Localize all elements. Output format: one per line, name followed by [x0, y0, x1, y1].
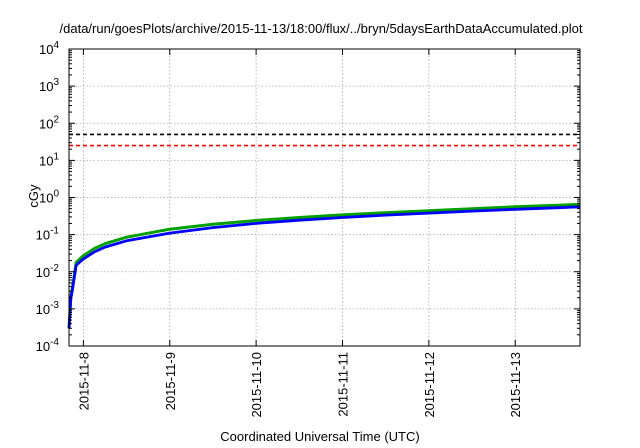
x-tick-label: 2015-11-13 — [508, 352, 523, 418]
x-tick-label: 2015-11-12 — [422, 352, 437, 418]
y-tick-label: 10-2 — [36, 263, 60, 280]
y-tick-label: 10-3 — [36, 300, 60, 317]
x-tick-label: 2015-11-11 — [335, 352, 350, 417]
x-axis-label: Coordinated Universal Time (UTC) — [220, 429, 419, 444]
y-axis-label: cGy — [26, 184, 41, 208]
x-axis: 2015-11-8 2015-11-9 2015-11-10 2015-11-11 20… — [76, 49, 523, 418]
y-tick-label: 104 — [39, 40, 59, 57]
y-tick-label: 101 — [39, 151, 59, 168]
y-axis: 10-4 10-3 10-2 10-1 100 101 102 103 104 — [36, 40, 580, 354]
series-line-1 — [67, 202, 581, 329]
y-tick-label: 103 — [39, 77, 59, 94]
y-tick-label: 100 — [39, 189, 59, 206]
series-line-2 — [67, 205, 581, 329]
reference-lines — [69, 133, 580, 147]
x-tick-label: 2015-11-9 — [163, 352, 178, 410]
y-tick-label: 10-1 — [36, 226, 60, 243]
grid-layer — [69, 49, 580, 346]
chart-title: /data/run/goesPlots/archive/2015-11-13/1… — [60, 21, 583, 36]
x-tick-label: 2015-11-10 — [249, 352, 264, 418]
x-tick-label: 2015-11-8 — [76, 352, 91, 410]
series-layer — [67, 202, 581, 329]
y-tick-label: 102 — [39, 114, 59, 131]
y-tick-label: 10-4 — [36, 337, 60, 354]
